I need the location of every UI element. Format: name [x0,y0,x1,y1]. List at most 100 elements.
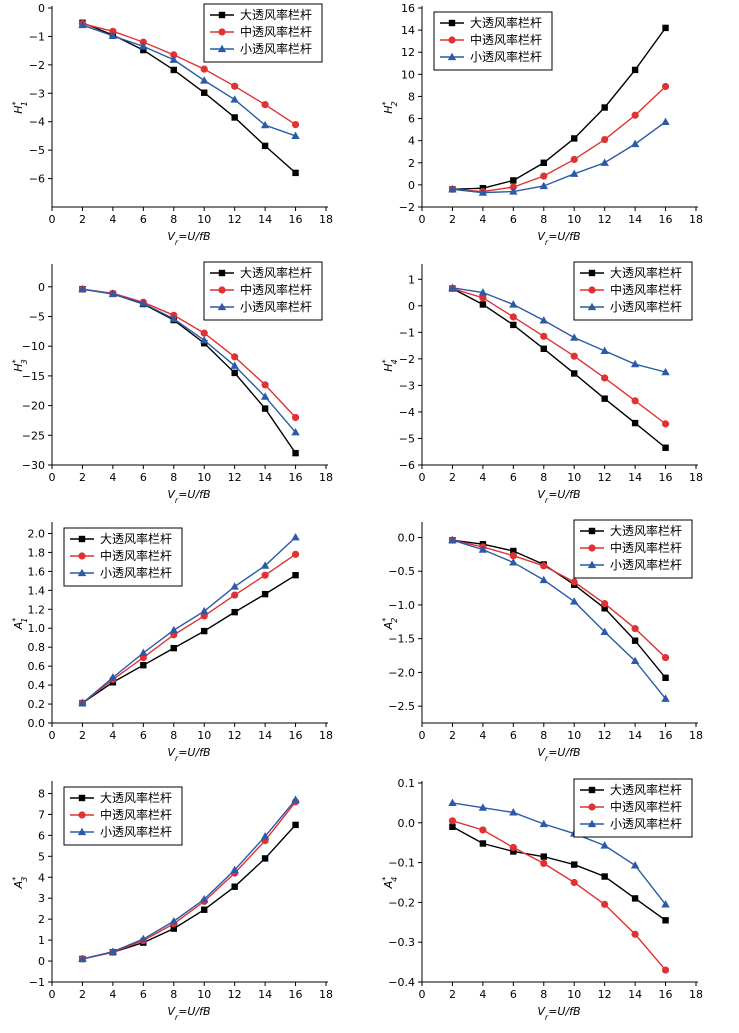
x-axis-label-var: V [537,230,546,243]
data-point-small [260,561,270,569]
x-tick-label: 16 [289,988,303,1001]
series-medium [448,82,670,196]
data-point-small [200,894,209,903]
series-line-large [452,826,666,921]
series-small [448,798,670,908]
series-small [448,117,670,196]
y-tick-label: −5 [29,310,45,323]
x-tick-label: 8 [170,729,177,742]
y-axis-label-base: H [382,363,395,371]
data-point-medium [448,817,457,825]
chart-panel-h3: 0 2 4 6 8 10 12 14 16 18 0 −5 −10 −15 −20 −25 −30 Vr=U/fB… [0,258,369,516]
series-line-small [82,24,296,137]
y-axis-label: A*1 [11,618,29,631]
data-point-small [448,535,457,544]
data-point-large [571,861,578,868]
series-line-small [452,802,667,905]
x-tick-label: 14 [258,729,272,742]
y-axis-label: A*4 [381,877,399,890]
data-point-medium [631,930,639,938]
x-tick-label: 16 [659,988,673,1001]
series-large [449,823,669,924]
chart-panel-a1: 0 2 4 6 8 10 12 14 16 18 2.0 1.8 1.6 1.4 1.2 1.0 0.8 0.6 0… [0,516,369,774]
series-large [79,571,299,707]
x-axis-label-sub: r [175,238,179,247]
legend-label-small: 小透风率栏杆 [240,41,312,56]
data-point-large [662,444,669,451]
y-tick-label: −6 [29,173,45,186]
y-tick-label: 1 [38,934,45,947]
legend-label-medium: 中透风率栏杆 [610,540,682,555]
series-line-medium [452,85,667,193]
data-point-large [170,644,177,652]
x-tick-label: 10 [567,988,581,1001]
data-point-medium [509,313,517,321]
x-tick-label: 2 [79,213,86,226]
x-tick-label: 12 [598,213,612,226]
data-point-small [260,832,270,840]
y-axis-label-sub: 1 [20,101,29,106]
x-tick-label: 2 [79,988,86,1001]
data-point-large [170,66,177,74]
x-tick-label: 14 [258,471,272,484]
y-axis-label-sup: * [381,877,390,881]
data-point-large [510,547,517,555]
series-line-small [81,536,297,704]
x-tick-label: 18 [689,471,703,484]
x-tick-label: 10 [197,988,211,1001]
y-tick-label: 0.6 [28,660,46,673]
data-point-small [600,158,609,166]
data-point-large [449,823,456,830]
legend-marker-small [587,302,597,311]
data-point-medium [231,591,239,599]
x-tick-label: 14 [258,988,272,1001]
series-large [449,285,669,451]
x-tick-label: 4 [479,213,486,226]
data-point-small [630,139,640,148]
data-point-small [661,117,670,125]
x-tick-label: 6 [140,213,147,226]
x-axis-label-var: V [537,746,546,759]
y-axis-label-sup: * [381,359,390,363]
x-axis-label-rest: =U/fB [548,230,580,243]
y-tick-label: 4 [408,135,415,148]
legend-marker-small [587,560,597,569]
x-tick-label: 8 [170,471,177,484]
series-line-medium [452,820,667,971]
y-tick-label: 0.2 [28,698,46,711]
data-point-medium [540,172,548,180]
data-point-large [540,345,547,352]
y-tick-label: 0 [38,955,45,968]
series-line-small [82,799,297,960]
y-tick-label: 8 [408,90,415,103]
x-axis-label-sub: r [545,496,549,505]
data-point-small [78,284,87,293]
x-axis-label: Vr=U/fB [537,746,580,763]
legend-label-medium: 中透风率栏杆 [470,32,542,47]
data-point-medium [631,624,639,633]
legend-label-large: 大透风率栏杆 [100,790,172,805]
x-tick-label: 12 [228,988,242,1001]
data-point-large [201,89,208,96]
legend-marker-large [218,11,226,19]
y-tick-label: 7 [38,808,45,821]
y-tick-label: −0.3 [388,936,415,949]
data-point-small [478,545,488,553]
data-point-medium [291,413,300,422]
x-axis-label: Vr=U/fB [167,1005,210,1022]
data-point-large [231,114,238,121]
y-tick-label: 3 [38,892,45,905]
legend-label-medium: 中透风率栏杆 [240,282,312,297]
data-point-small [539,316,548,324]
legend-marker-medium [218,28,226,36]
legend-label-small: 小透风率栏杆 [100,824,172,839]
x-tick-label: 16 [659,729,673,742]
legend-marker-large [448,19,456,27]
y-tick-label: 1 [408,273,415,286]
y-tick-label: −4 [399,406,415,419]
data-point-medium [570,578,578,586]
data-point-medium [540,859,548,867]
